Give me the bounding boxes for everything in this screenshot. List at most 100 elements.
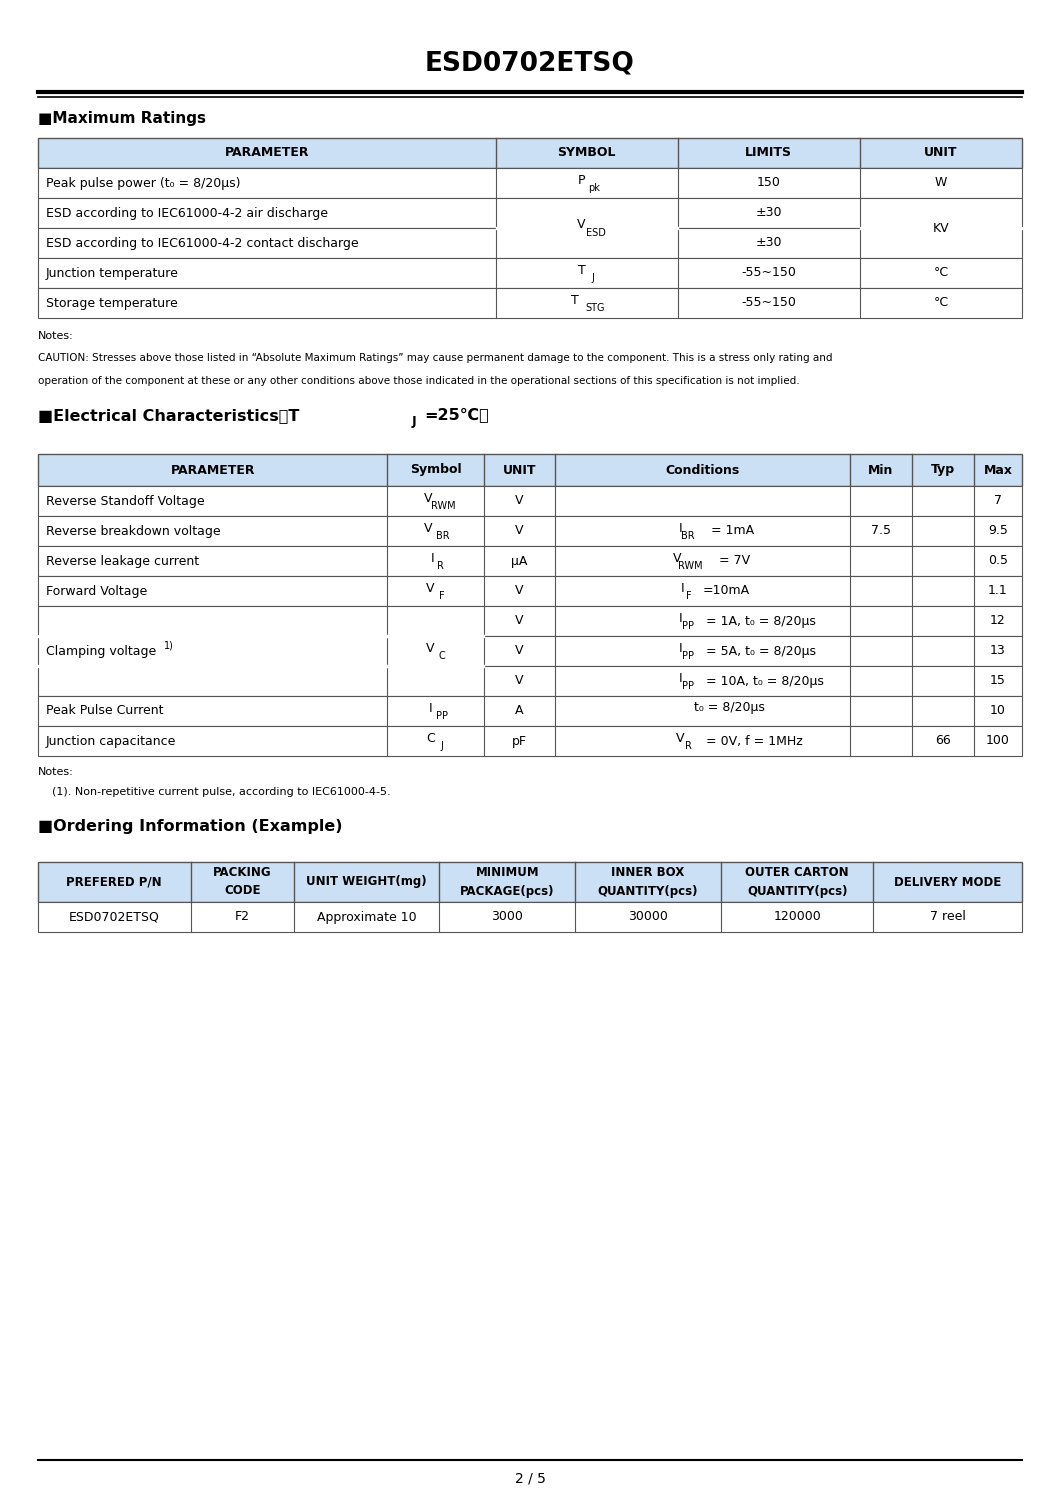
Text: Peak Pulse Current: Peak Pulse Current: [46, 704, 163, 718]
Bar: [38, 258, 1022, 288]
Text: STG: STG: [586, 303, 606, 313]
Text: Reverse breakdown voltage: Reverse breakdown voltage: [46, 524, 220, 538]
Text: V: V: [425, 521, 433, 535]
Text: C: C: [438, 652, 445, 661]
Text: V: V: [515, 674, 523, 688]
Text: = 0V, f = 1MHz: = 0V, f = 1MHz: [702, 734, 803, 748]
Text: Conditions: Conditions: [665, 463, 739, 476]
Text: Typ: Typ: [931, 463, 955, 476]
Text: R: R: [437, 560, 444, 571]
Text: 30000: 30000: [628, 911, 668, 923]
Text: PP: PP: [682, 652, 695, 661]
Text: PP: PP: [682, 682, 695, 691]
Text: Notes:: Notes:: [38, 767, 74, 777]
Text: J: J: [441, 742, 443, 750]
Text: T: T: [571, 294, 578, 307]
Text: CAUTION: Stresses above those listed in “Absolute Maximum Ratings” may cause per: CAUTION: Stresses above those listed in …: [38, 354, 832, 363]
Text: Approximate 10: Approximate 10: [317, 911, 416, 923]
Bar: [38, 727, 1022, 756]
Text: C: C: [426, 731, 435, 745]
Text: PP: PP: [435, 712, 448, 721]
Text: 66: 66: [935, 734, 951, 748]
Text: operation of the component at these or any other conditions above those indicate: operation of the component at these or a…: [38, 376, 800, 386]
Text: Symbol: Symbol: [410, 463, 462, 476]
Bar: [38, 545, 1022, 577]
Text: 9.5: 9.5: [988, 524, 1008, 538]
Bar: [38, 168, 1022, 198]
Text: I: I: [679, 521, 682, 535]
Bar: [38, 607, 1022, 637]
Text: PREFERED P/N: PREFERED P/N: [67, 875, 162, 888]
Text: =10mA: =10mA: [702, 584, 750, 598]
Text: RWM: RWM: [678, 560, 702, 571]
Text: ■Maximum Ratings: ■Maximum Ratings: [38, 111, 207, 126]
Text: 10: 10: [990, 704, 1006, 718]
Text: = 1mA: = 1mA: [707, 524, 754, 538]
Text: F2: F2: [235, 911, 250, 923]
Text: V: V: [676, 731, 684, 745]
Text: QUANTITY(pcs): QUANTITY(pcs): [747, 884, 847, 897]
Text: Forward Voltage: Forward Voltage: [46, 584, 147, 598]
Text: I: I: [431, 551, 434, 565]
Bar: [38, 228, 1022, 258]
Text: UNIT WEIGHT(mg): UNIT WEIGHT(mg): [306, 875, 427, 888]
Text: PP: PP: [682, 622, 695, 631]
Text: Min: Min: [868, 463, 894, 476]
Text: QUANTITY(pcs): QUANTITY(pcs): [598, 884, 698, 897]
Text: Reverse leakage current: Reverse leakage current: [46, 554, 199, 568]
Text: = 5A, t₀ = 8/20μs: = 5A, t₀ = 8/20μs: [702, 644, 816, 658]
Text: UNIT: UNIT: [925, 147, 957, 159]
Text: 2 / 5: 2 / 5: [515, 1471, 545, 1485]
Text: V: V: [515, 644, 523, 658]
Text: °C: °C: [933, 267, 949, 280]
Text: =25℃）: =25℃）: [424, 409, 489, 424]
Text: KV: KV: [933, 222, 949, 235]
Text: -55~150: -55~150: [741, 297, 796, 310]
Bar: [38, 861, 1022, 902]
Text: 3000: 3000: [491, 911, 523, 923]
Text: 1.1: 1.1: [988, 584, 1008, 598]
Text: J: J: [412, 415, 416, 428]
Text: 7.5: 7.5: [870, 524, 891, 538]
Text: F: F: [686, 592, 692, 601]
Text: pk: pk: [588, 183, 599, 193]
Text: Reverse Standoff Voltage: Reverse Standoff Voltage: [46, 494, 204, 508]
Text: R: R: [685, 742, 692, 750]
Text: ±30: ±30: [755, 207, 782, 220]
Text: CODE: CODE: [223, 884, 261, 897]
Text: ESD0702ETSQ: ESD0702ETSQ: [425, 49, 635, 76]
Text: 100: 100: [986, 734, 1010, 748]
Text: V: V: [577, 219, 586, 232]
Bar: [38, 454, 1022, 485]
Text: OUTER CARTON: OUTER CARTON: [746, 866, 849, 879]
Text: P: P: [578, 174, 586, 186]
Text: Storage temperature: Storage temperature: [46, 297, 178, 310]
Bar: [38, 515, 1022, 545]
Text: BR: BR: [435, 530, 449, 541]
Text: ±30: ±30: [755, 237, 782, 250]
Bar: [38, 637, 1022, 667]
Text: T: T: [578, 264, 586, 277]
Text: 7: 7: [994, 494, 1002, 508]
Bar: [38, 198, 1022, 228]
Text: = 1A, t₀ = 8/20μs: = 1A, t₀ = 8/20μs: [702, 614, 816, 628]
Text: ESD0702ETSQ: ESD0702ETSQ: [69, 911, 160, 923]
Text: PARAMETER: PARAMETER: [225, 147, 309, 159]
Bar: [38, 697, 1022, 727]
Text: 120000: 120000: [773, 911, 821, 923]
Text: = 10A, t₀ = 8/20μs: = 10A, t₀ = 8/20μs: [702, 674, 824, 688]
Text: BR: BR: [681, 530, 695, 541]
Bar: [38, 577, 1022, 607]
Text: V: V: [427, 581, 435, 595]
Text: I: I: [679, 611, 682, 625]
Text: F: F: [438, 592, 445, 601]
Text: V: V: [515, 494, 523, 508]
Text: 13: 13: [990, 644, 1006, 658]
Bar: [38, 138, 1022, 168]
Text: V: V: [425, 491, 433, 505]
Text: RWM: RWM: [431, 500, 455, 511]
Text: Peak pulse power (t₀ = 8/20μs): Peak pulse power (t₀ = 8/20μs): [46, 177, 240, 190]
Text: 0.5: 0.5: [988, 554, 1008, 568]
Text: (1). Non-repetitive current pulse, according to IEC61000-4-5.: (1). Non-repetitive current pulse, accor…: [38, 786, 391, 797]
Text: J: J: [591, 273, 594, 283]
